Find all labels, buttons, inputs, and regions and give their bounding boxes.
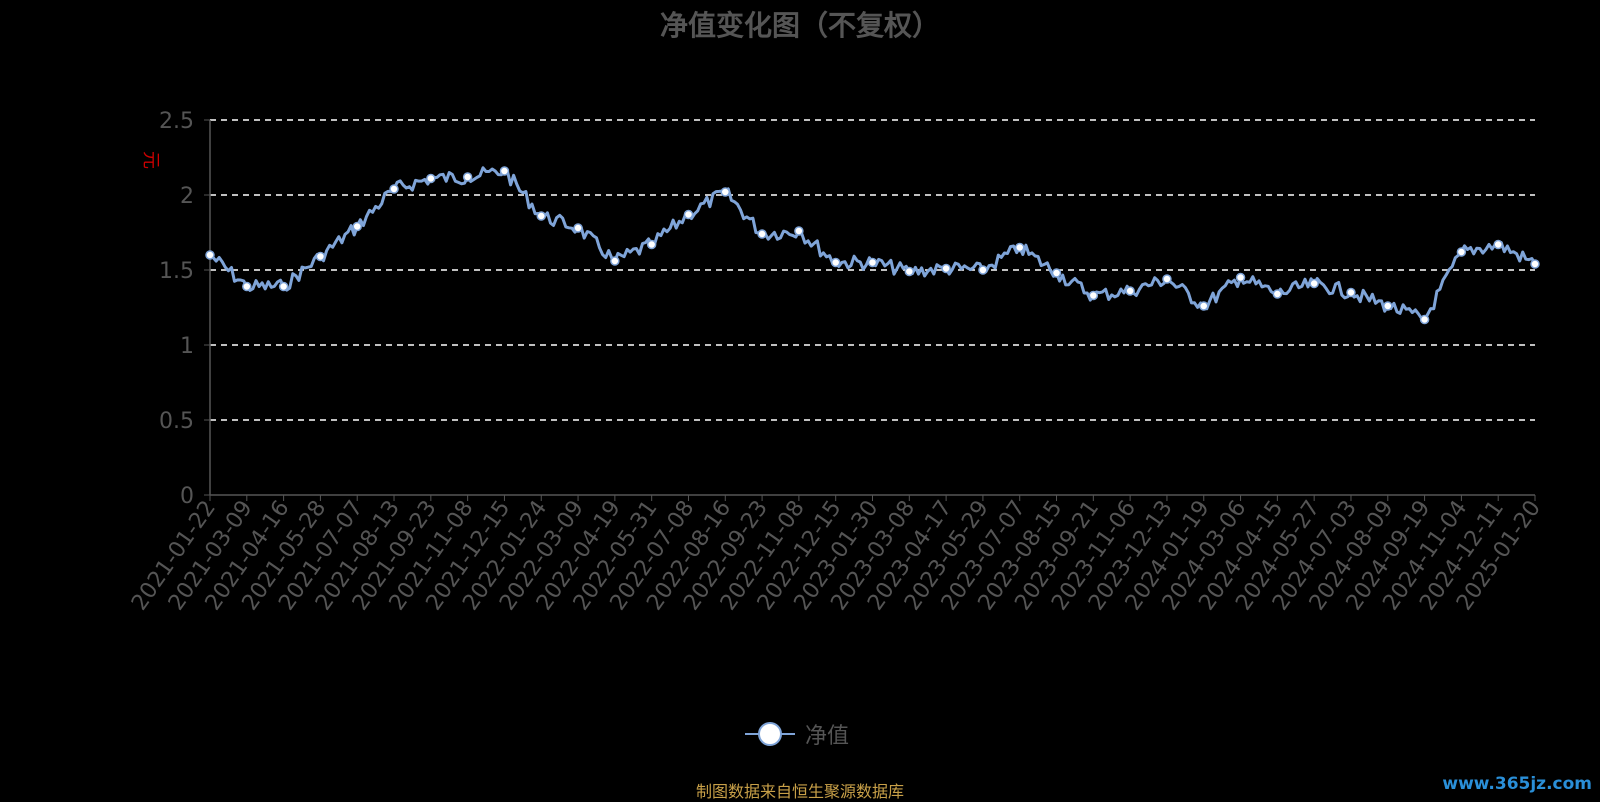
data-point — [978, 265, 988, 275]
y-tick-label: 2.5 — [159, 109, 194, 134]
data-point — [1493, 239, 1503, 250]
grid-lines — [210, 119, 1535, 421]
y-tick-label: 1.5 — [159, 259, 194, 284]
watermark-logo: www.365jz.com — [1442, 774, 1592, 794]
source-note: 制图数据来自恒生聚源数据库 — [695, 782, 904, 801]
data-point — [1383, 301, 1393, 311]
data-point — [1051, 268, 1062, 278]
legend-marker-icon — [745, 718, 795, 750]
data-point — [1014, 242, 1025, 253]
data-point — [1272, 289, 1283, 299]
y-axis-unit-label: 元 — [140, 151, 161, 169]
data-point — [462, 172, 473, 182]
data-point — [1162, 274, 1172, 284]
data-point — [1419, 314, 1430, 325]
data-point — [573, 223, 583, 233]
data-point — [536, 211, 546, 221]
data-point — [389, 184, 399, 194]
data-point — [830, 257, 841, 268]
data-point — [1346, 287, 1356, 298]
data-point — [205, 250, 215, 260]
axes — [209, 120, 1535, 496]
data-point — [1088, 290, 1099, 301]
y-tick-label: 0 — [180, 484, 194, 509]
data-point — [867, 257, 878, 268]
data-point — [610, 256, 620, 266]
data-point — [1456, 247, 1467, 257]
series-layer — [205, 166, 1540, 325]
data-point — [1125, 286, 1135, 296]
data-point — [646, 239, 657, 250]
y-tick-label: 2 — [180, 184, 194, 209]
data-point — [941, 263, 951, 274]
data-point — [1199, 301, 1209, 311]
y-tick-label: 1 — [180, 334, 194, 359]
data-point — [1309, 278, 1319, 289]
data-point — [242, 281, 252, 292]
legend[interactable]: 净值 — [745, 718, 849, 750]
chart-title: 净值变化图（不复权） — [659, 9, 940, 42]
data-point — [499, 166, 510, 176]
data-point — [1530, 259, 1540, 269]
data-point — [683, 209, 694, 220]
data-point — [904, 266, 915, 277]
data-point — [315, 251, 326, 262]
data-point — [352, 221, 362, 232]
data-point — [757, 229, 767, 239]
legend-label: 净值 — [805, 724, 850, 749]
data-point — [720, 187, 731, 197]
data-point — [426, 173, 436, 184]
x-axis-ticks: 2021-01-222021-03-092021-04-162021-05-28… — [127, 495, 1546, 615]
data-point — [278, 281, 289, 292]
y-tick-label: 0.5 — [159, 409, 194, 434]
data-point — [1235, 272, 1246, 283]
data-point — [794, 226, 804, 236]
y-axis-ticks: 0 0.5 1 1.5 2 2.5 — [159, 109, 210, 509]
series-line-净值 — [209, 166, 1537, 321]
